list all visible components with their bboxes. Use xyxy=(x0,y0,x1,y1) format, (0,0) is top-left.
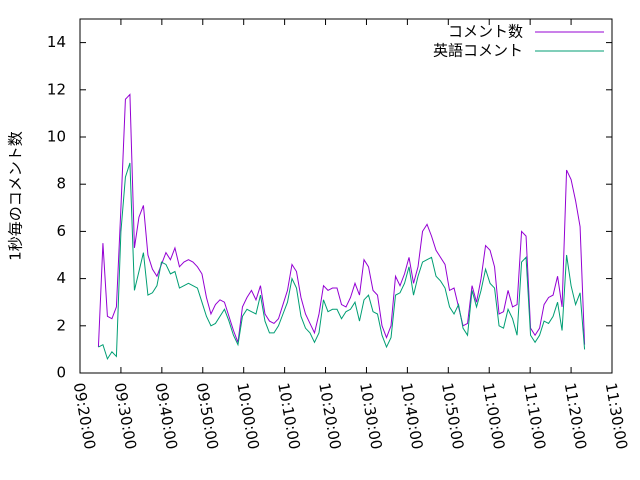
x-tick-label: 09:50:00 xyxy=(192,381,221,450)
series-line xyxy=(97,93,586,348)
legend-label: コメント数 xyxy=(448,23,523,41)
y-tick-label: 4 xyxy=(56,269,66,287)
x-tick-label: 11:30:00 xyxy=(602,381,631,450)
y-tick-label: 14 xyxy=(47,33,66,51)
x-tick-label: 09:20:00 xyxy=(70,381,99,450)
series-line xyxy=(98,162,586,361)
x-tick-label: 11:00:00 xyxy=(479,381,508,450)
y-axis-label: 1秒毎のコメント数 xyxy=(7,131,25,261)
x-tick-label: 10:00:00 xyxy=(233,381,262,450)
legend-label: 英語コメント xyxy=(433,42,523,60)
y-tick-label: 10 xyxy=(47,128,66,146)
x-tick-label: 11:20:00 xyxy=(561,381,590,450)
x-tick-label: 10:50:00 xyxy=(438,381,467,450)
x-tick-label: 10:10:00 xyxy=(274,381,303,450)
plot-border xyxy=(79,18,613,374)
x-tick-label: 10:40:00 xyxy=(397,381,426,450)
y-tick-label: 12 xyxy=(47,80,66,98)
x-tick-label: 09:30:00 xyxy=(111,381,140,450)
x-tick-label: 09:40:00 xyxy=(151,381,180,450)
x-tick-label: 10:20:00 xyxy=(315,381,344,450)
y-tick-label: 0 xyxy=(56,364,66,382)
y-tick-label: 6 xyxy=(56,222,66,240)
y-tick-label: 2 xyxy=(56,316,66,334)
y-tick-label: 8 xyxy=(56,175,66,193)
x-tick-label: 11:10:00 xyxy=(520,381,549,450)
x-tick-label: 10:30:00 xyxy=(356,381,385,450)
